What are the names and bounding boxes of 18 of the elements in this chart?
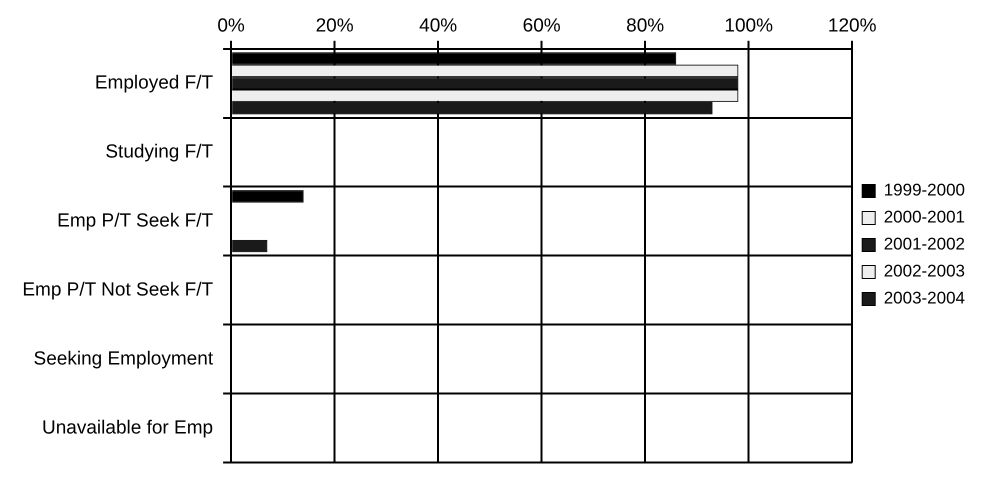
y-tick-label: Employed F/T bbox=[94, 72, 214, 94]
legend-label: 2000-2001 bbox=[884, 208, 966, 227]
x-tick-label: 0% bbox=[217, 16, 245, 37]
y-tick-label: Seeking Employment bbox=[34, 348, 214, 370]
x-tick-label: 80% bbox=[626, 16, 664, 37]
x-tick-label: 20% bbox=[316, 16, 354, 37]
x-tick-label: 40% bbox=[419, 16, 458, 37]
legend-label: 2001-2002 bbox=[884, 234, 966, 254]
legend-label: 2003-2004 bbox=[884, 288, 966, 308]
y-tick-label: Studying F/T bbox=[105, 141, 214, 162]
y-tick-label: Emp P/T Not Seek F/T bbox=[22, 279, 214, 300]
x-tick-label: 120% bbox=[828, 16, 877, 37]
y-tick-label: Unavailable for Emp bbox=[42, 417, 214, 438]
legend-label: 1999-2000 bbox=[884, 180, 966, 200]
x-tick-label: 60% bbox=[522, 16, 561, 37]
legend-label: 2002-2003 bbox=[884, 262, 966, 281]
y-tick-label: Emp P/T Seek F/T bbox=[57, 210, 214, 232]
x-tick-label: 100% bbox=[724, 16, 774, 37]
